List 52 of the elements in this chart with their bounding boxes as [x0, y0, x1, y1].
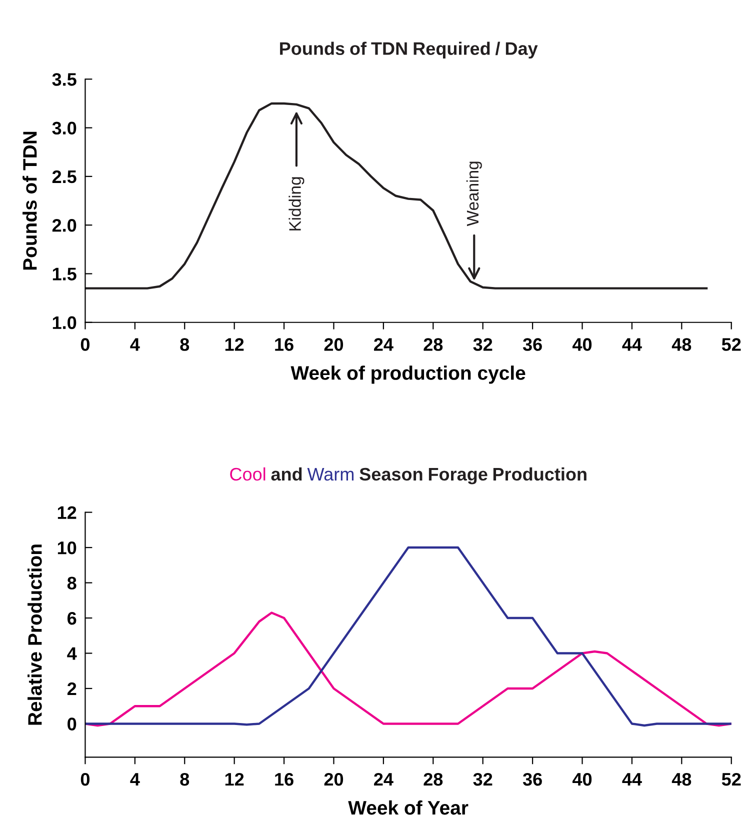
x-tick-label: 12 — [225, 772, 244, 786]
x-tick-label: 28 — [424, 338, 443, 351]
x-tick-label: 4 — [130, 773, 140, 786]
y-tick-label: 10 — [58, 541, 76, 554]
y-axis-title: Relative Production — [28, 544, 42, 725]
annotation: Weaning — [466, 162, 482, 226]
x-tick-label: 48 — [672, 338, 692, 351]
x-tick-label: 0 — [80, 338, 90, 351]
x-tick-label: 40 — [572, 338, 592, 351]
y-tick-label: 12 — [58, 506, 76, 519]
line-series — [85, 102, 708, 290]
x-tick-label: 28 — [424, 772, 443, 786]
chart-title: Cool and Warm Season Forage Production — [230, 467, 586, 484]
y-tick-label: 8 — [67, 576, 76, 590]
line-series — [85, 612, 732, 727]
x-axis-title: Week of production cycle — [290, 366, 526, 384]
x-tick-label: 36 — [522, 772, 542, 786]
y-tick-label: 1.5 — [52, 268, 76, 280]
line-series — [85, 546, 732, 727]
x-tick-label: 24 — [374, 338, 394, 351]
x-tick-label: 16 — [275, 772, 294, 786]
y-tick-label: 3.0 — [52, 122, 76, 135]
x-tick-label: 52 — [722, 772, 741, 786]
x-tick-label: 20 — [324, 338, 344, 351]
x-tick-label: 32 — [473, 338, 492, 351]
y-tick-label: 6 — [68, 612, 76, 625]
x-tick-label: 20 — [324, 772, 344, 786]
x-tick-label: 0 — [80, 772, 90, 786]
y-tick-label: 1.0 — [52, 316, 76, 330]
y-tick-label: 4 — [67, 647, 77, 660]
x-tick-label: 24 — [374, 772, 394, 786]
x-axis-title: Week of Year — [348, 800, 468, 815]
x-tick-label: 44 — [622, 338, 642, 351]
y-axis-title: Pounds of TDN — [22, 132, 37, 270]
x-tick-label: 16 — [275, 338, 294, 351]
y-tick-label: 0 — [68, 718, 76, 730]
x-tick-label: 8 — [180, 338, 190, 351]
annotation: Kidding — [288, 177, 304, 230]
y-tick-label: 2.0 — [52, 219, 76, 232]
x-tick-label: 32 — [473, 772, 492, 786]
x-tick-label: 36 — [522, 338, 542, 351]
y-tick-label: 3.5 — [52, 73, 76, 86]
x-tick-label: 52 — [722, 338, 741, 351]
chart-title: Pounds of TDN Required / Day — [280, 42, 538, 59]
x-tick-label: 8 — [180, 772, 190, 786]
x-tick-label: 40 — [572, 772, 592, 786]
y-tick-label: 2.5 — [52, 170, 76, 184]
y-tick-label: 2 — [67, 682, 76, 696]
x-tick-label: 44 — [622, 773, 642, 786]
x-tick-label: 12 — [225, 338, 244, 351]
x-tick-label: 48 — [672, 772, 692, 786]
x-tick-label: 4 — [130, 338, 140, 351]
